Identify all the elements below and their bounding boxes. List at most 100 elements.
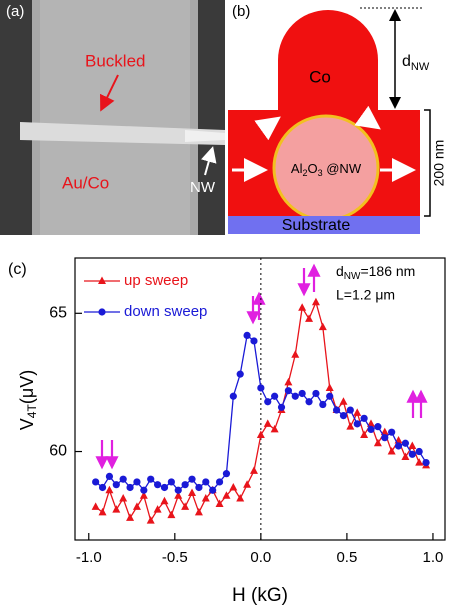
- point: [167, 510, 176, 519]
- point: [408, 450, 416, 458]
- point: [332, 406, 341, 414]
- point: [408, 441, 417, 449]
- point: [319, 400, 327, 409]
- point: [305, 314, 314, 322]
- point: [243, 480, 252, 488]
- x-axis-title: H (kG): [232, 585, 288, 606]
- point: [271, 392, 279, 400]
- point: [215, 499, 224, 508]
- point: [298, 303, 307, 311]
- label: 200 nm: [431, 140, 447, 187]
- point: [325, 383, 334, 391]
- point: [236, 494, 245, 502]
- point: [257, 384, 265, 392]
- point: [188, 475, 196, 483]
- point: [229, 392, 237, 400]
- point: [194, 507, 203, 516]
- point: [126, 483, 134, 492]
- point: [388, 428, 396, 436]
- point: [270, 424, 279, 433]
- point: [291, 392, 299, 400]
- point: [381, 434, 389, 442]
- field-arrows: [95, 263, 428, 470]
- label: 3: [318, 168, 323, 178]
- label: Buckled: [85, 51, 145, 70]
- point: [284, 387, 292, 395]
- panel-label: (c): [8, 261, 27, 278]
- legend-label: down sweep: [124, 303, 207, 320]
- point: [132, 502, 141, 510]
- point: [422, 458, 430, 467]
- x-tick-label: -0.5: [162, 549, 188, 566]
- label: 4T: [25, 404, 39, 419]
- point: [360, 430, 369, 438]
- point: [298, 389, 306, 398]
- point: [229, 482, 238, 491]
- point: [284, 377, 293, 386]
- point: [174, 491, 183, 499]
- sem-image: (a) Buckled Au/Co NW: [0, 0, 225, 235]
- point: [92, 478, 100, 486]
- label: 2: [302, 168, 307, 178]
- point: [222, 491, 231, 499]
- point: [415, 447, 423, 456]
- point: [98, 507, 107, 516]
- point: [202, 478, 210, 486]
- legend-marker: [98, 308, 106, 316]
- panel-label: (a): [6, 3, 24, 20]
- point: [98, 483, 107, 492]
- point: [243, 331, 251, 340]
- point: [249, 466, 258, 474]
- x-tick-label: 1.0: [423, 549, 444, 566]
- point: [401, 452, 410, 461]
- y-axis-title: V4T(μV): [17, 370, 39, 430]
- point: [201, 494, 210, 502]
- label: NW: [344, 271, 361, 282]
- label: d: [402, 53, 411, 70]
- point: [339, 411, 348, 420]
- point: [318, 322, 327, 331]
- point: [160, 483, 169, 492]
- point: [291, 350, 300, 358]
- label: Substrate: [282, 217, 351, 234]
- point: [181, 481, 189, 489]
- label: (μV): [17, 370, 37, 404]
- legend-marker: [98, 276, 106, 284]
- point: [401, 439, 410, 447]
- point: [112, 505, 121, 513]
- label: Co: [309, 67, 331, 86]
- label: V: [17, 418, 37, 430]
- arrow: [100, 74, 119, 112]
- bracket: [424, 109, 431, 217]
- point: [346, 422, 355, 430]
- point: [373, 438, 382, 447]
- label: Al2O3 @NW: [291, 161, 362, 178]
- point: [215, 478, 224, 486]
- point: [105, 472, 114, 481]
- point: [305, 398, 313, 406]
- point: [154, 481, 162, 489]
- point: [126, 513, 135, 521]
- point: [112, 481, 120, 489]
- point: [264, 398, 272, 406]
- label: NW: [411, 61, 430, 73]
- point: [326, 392, 334, 400]
- point: [415, 458, 424, 466]
- point: [209, 486, 217, 494]
- point: [160, 496, 169, 505]
- x-tick-label: 0.0: [250, 549, 271, 566]
- label: NW: [190, 179, 216, 196]
- point: [367, 425, 375, 434]
- point: [167, 478, 175, 486]
- point: [139, 491, 148, 499]
- label: d: [336, 263, 344, 279]
- label: dNW: [402, 53, 430, 73]
- y-tick-label: 60: [49, 443, 67, 460]
- point: [181, 502, 190, 510]
- label: O: [307, 161, 317, 176]
- point: [346, 406, 354, 414]
- x-tick-label: -1.0: [76, 549, 102, 566]
- point: [353, 420, 361, 428]
- point: [374, 423, 382, 431]
